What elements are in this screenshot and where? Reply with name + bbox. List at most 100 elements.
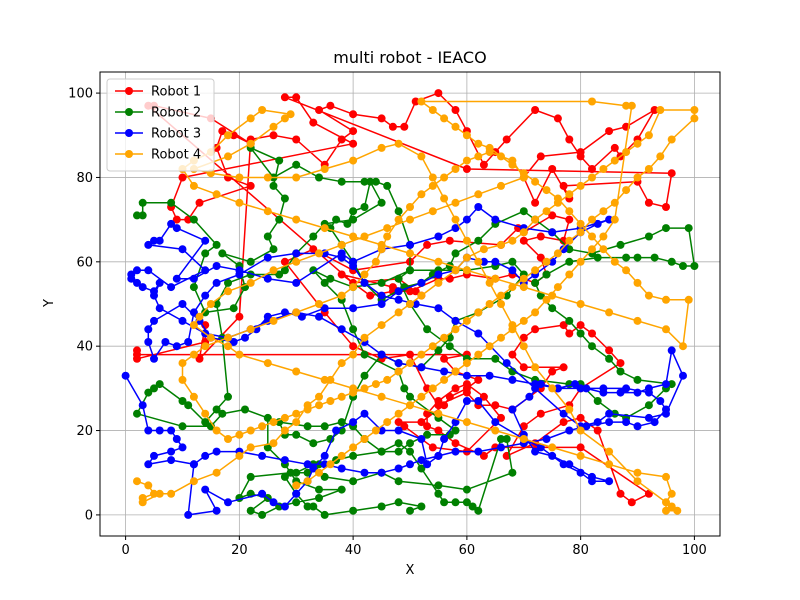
data-point: [644, 165, 653, 173]
data-point: [121, 371, 130, 380]
data-point: [593, 219, 602, 228]
data-point: [485, 300, 494, 308]
data-point: [360, 232, 369, 241]
data-point: [201, 308, 210, 317]
data-point: [417, 502, 426, 511]
data-point: [224, 435, 232, 443]
data-point: [172, 224, 181, 233]
data-point: [184, 510, 193, 519]
data-point: [400, 422, 409, 431]
data-point: [320, 451, 329, 460]
data-point: [275, 215, 284, 224]
data-point: [349, 156, 358, 165]
data-point: [684, 295, 693, 304]
data-point: [371, 380, 380, 389]
data-point: [167, 426, 176, 435]
data-point: [497, 152, 505, 161]
data-point: [536, 253, 545, 262]
data-point: [377, 278, 386, 287]
data-point: [349, 418, 358, 427]
x-tick-label: 100: [682, 543, 707, 558]
data-point: [491, 354, 500, 363]
data-point: [349, 325, 358, 334]
data-point: [542, 295, 551, 304]
data-point: [406, 215, 414, 224]
data-point: [491, 257, 500, 266]
data-point: [309, 118, 318, 127]
data-point: [667, 502, 676, 511]
data-point: [337, 249, 346, 258]
data-point: [189, 274, 198, 283]
data-point: [263, 274, 272, 283]
data-point: [224, 131, 232, 140]
data-point: [451, 249, 460, 258]
data-point: [195, 198, 204, 207]
data-point: [269, 131, 278, 140]
data-point: [269, 316, 278, 325]
data-point: [662, 380, 670, 389]
data-point: [559, 181, 568, 190]
data-point: [263, 413, 272, 422]
data-point: [462, 156, 471, 165]
data-point: [394, 215, 403, 224]
data-point: [462, 397, 471, 405]
data-point: [576, 329, 585, 338]
data-point: [320, 510, 329, 519]
data-point: [201, 249, 210, 258]
data-point: [531, 278, 540, 287]
data-point: [224, 278, 232, 287]
data-point: [178, 245, 187, 254]
data-point: [451, 198, 460, 207]
data-point: [462, 236, 471, 245]
data-point: [610, 198, 619, 207]
data-point: [474, 257, 483, 266]
data-point: [605, 346, 614, 355]
data-point: [394, 308, 403, 317]
data-point: [417, 350, 426, 359]
data-point: [644, 388, 653, 397]
data-point: [280, 413, 289, 422]
data-point: [394, 287, 403, 296]
data-point: [440, 498, 449, 507]
data-point: [138, 211, 147, 220]
data-point: [565, 245, 574, 254]
data-point: [616, 359, 625, 368]
data-point: [326, 397, 335, 405]
data-point: [206, 333, 215, 342]
data-point: [434, 409, 443, 418]
data-point: [559, 245, 568, 254]
data-point: [445, 392, 454, 401]
data-point: [280, 194, 289, 203]
data-point: [178, 422, 187, 431]
data-point: [178, 443, 187, 452]
data-point: [462, 359, 471, 368]
data-point: [445, 342, 454, 351]
data-point: [479, 257, 488, 266]
data-point: [548, 443, 557, 452]
data-point: [553, 114, 562, 123]
data-point: [138, 498, 147, 507]
data-point: [224, 333, 232, 342]
data-point: [406, 300, 414, 308]
data-point: [451, 439, 460, 448]
data-point: [650, 418, 659, 427]
data-point: [394, 498, 403, 507]
data-point: [519, 274, 528, 283]
y-tick-label: 60: [76, 255, 93, 270]
data-point: [349, 232, 358, 241]
data-point: [474, 139, 483, 148]
data-point: [155, 278, 164, 287]
data-point: [428, 207, 437, 216]
data-point: [462, 316, 471, 325]
data-point: [508, 350, 517, 359]
data-point: [189, 321, 198, 330]
data-point: [360, 203, 369, 211]
data-point: [315, 392, 323, 401]
data-point: [662, 498, 670, 507]
data-point: [531, 106, 540, 114]
data-point: [269, 418, 278, 427]
data-point: [275, 156, 284, 165]
data-point: [394, 359, 403, 368]
data-point: [189, 215, 198, 224]
data-point: [212, 405, 221, 414]
